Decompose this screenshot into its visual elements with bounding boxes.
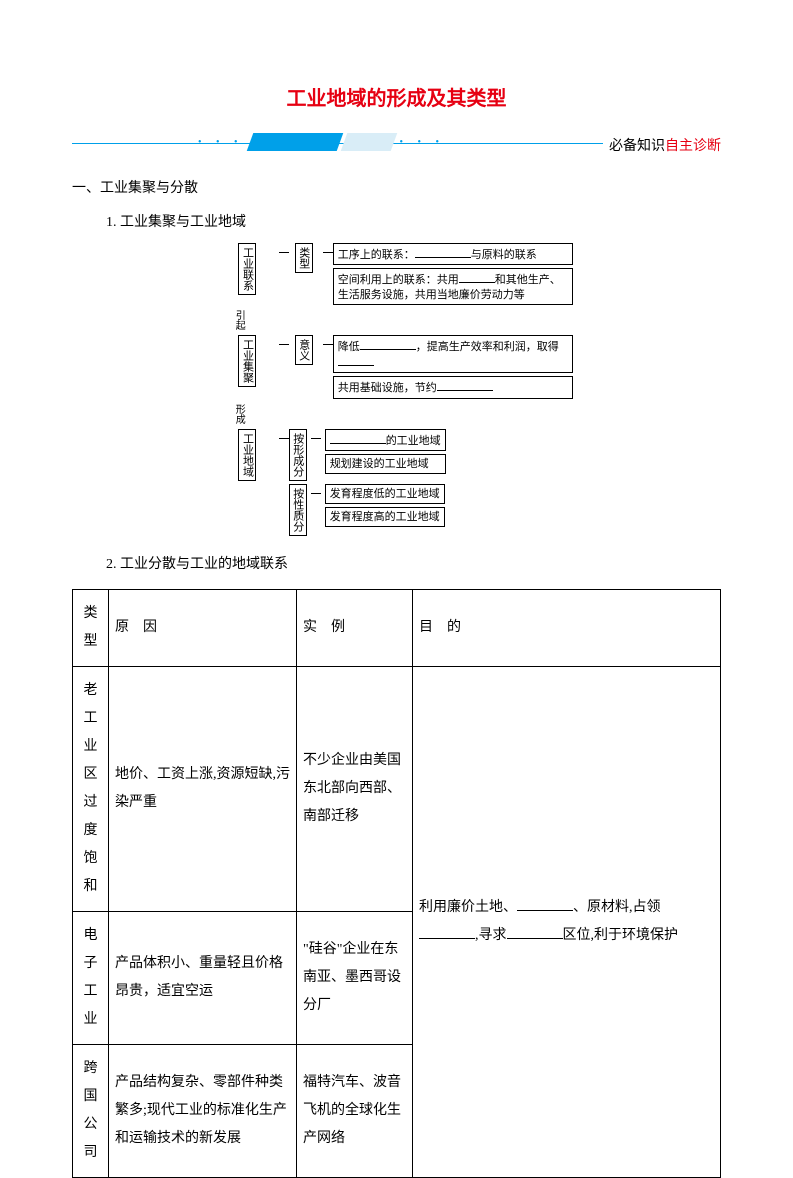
connector xyxy=(279,252,289,253)
th-purpose: 目 的 xyxy=(413,589,721,666)
dots-right: • • • xyxy=(400,137,446,148)
box-process-link: 工序上的联系：与原料的联系 xyxy=(333,243,573,265)
node-type: 类型 xyxy=(295,243,313,273)
table-row: 老工业区过度饱和 地价、工资上涨,资源短缺,污染严重 不少企业由美国东北部向西部… xyxy=(73,666,721,911)
box-region-high: 发育程度高的工业地域 xyxy=(325,507,445,527)
box-reduce-cost: 降低，提高生产效率和利润，取得 xyxy=(333,335,573,374)
cell-type-2: 电子工业 xyxy=(73,911,109,1044)
section-banner: • • • • • • 必备知识自主诊断 xyxy=(72,129,721,159)
th-type: 类型 xyxy=(73,589,109,666)
banner-label-red: 自主诊断 xyxy=(665,139,721,154)
purpose-mid1: 、原材料,占领 xyxy=(573,900,661,915)
cell-example-2: "硅谷"企业在东南亚、墨西哥设分厂 xyxy=(297,911,413,1044)
cell-type-1: 老工业区过度饱和 xyxy=(73,666,109,911)
banner-label: 必备知识自主诊断 xyxy=(603,135,721,155)
cell-purpose: 利用廉价土地、 、原材料,占领 ,寻求 区位,利于环境保护 xyxy=(413,666,721,1177)
dots-left: • • • xyxy=(198,137,244,148)
diagram-container: 工业联系 类型 工序上的联系：与原料的联系 空间利用上的联系：共用和其他生产、生… xyxy=(72,243,721,539)
cell-type-3: 跨国公司 xyxy=(73,1044,109,1177)
box-region-low: 发育程度低的工业地域 xyxy=(325,484,445,504)
cell-reason-3: 产品结构复杂、零部件种类繁多;现代工业的标准化生产和运输技术的新发展 xyxy=(109,1044,297,1177)
purpose-mid2: ,寻求 xyxy=(475,928,507,943)
section-1-sub2: 2. 工业分散与工业的地域联系 xyxy=(106,553,721,573)
connector xyxy=(311,493,321,494)
th-reason: 原 因 xyxy=(109,589,297,666)
cell-example-1: 不少企业由美国东北部向西部、南部迁移 xyxy=(297,666,413,911)
flow-diagram: 工业联系 类型 工序上的联系：与原料的联系 空间利用上的联系：共用和其他生产、生… xyxy=(220,243,573,539)
purpose-pre: 利用廉价土地、 xyxy=(419,900,517,915)
cell-reason-1: 地价、工资上涨,资源短缺,污染严重 xyxy=(109,666,297,911)
node-region: 工业地域 xyxy=(238,429,256,481)
section-1-heading: 一、工业集聚与分散 xyxy=(72,177,721,197)
banner-label-black: 必备知识 xyxy=(609,139,665,154)
purpose-post: 区位,利于环境保护 xyxy=(563,928,679,943)
table-header-row: 类型 原 因 实 例 目 的 xyxy=(73,589,721,666)
arrow-form: 形成 xyxy=(233,404,243,424)
arrow-cause: 引起 xyxy=(233,310,243,330)
connector xyxy=(323,344,333,345)
box-region-blank: 的工业地域 xyxy=(325,429,446,451)
connector xyxy=(323,252,333,253)
th-example: 实 例 xyxy=(297,589,413,666)
connector xyxy=(311,438,321,439)
banner-parallelogram-1 xyxy=(246,133,343,151)
dispersion-table: 类型 原 因 实 例 目 的 老工业区过度饱和 地价、工资上涨,资源短缺,污染严… xyxy=(72,589,721,1178)
cell-reason-2: 产品体积小、重量轻且价格昂贵，适宜空运 xyxy=(109,911,297,1044)
box-share-infra: 共用基础设施，节约 xyxy=(333,376,573,398)
connector xyxy=(279,344,289,345)
node-industry-link: 工业联系 xyxy=(238,243,256,295)
page-title: 工业地域的形成及其类型 xyxy=(72,82,721,111)
box-region-planned: 规划建设的工业地域 xyxy=(325,454,446,474)
connector xyxy=(279,438,289,439)
node-by-nature: 按性质分 xyxy=(289,484,307,536)
node-agglomeration: 工业集聚 xyxy=(238,335,256,387)
node-by-formation: 按形成分 xyxy=(289,429,307,481)
banner-shapes: • • • • • • xyxy=(192,133,451,151)
cell-example-3: 福特汽车、波音飞机的全球化生产网络 xyxy=(297,1044,413,1177)
box-space-link: 空间利用上的联系：共用和其他生产、生活服务设施，共用当地廉价劳动力等 xyxy=(333,268,573,305)
section-1-sub1: 1. 工业集聚与工业地域 xyxy=(106,211,721,231)
banner-parallelogram-2 xyxy=(340,133,397,151)
node-meaning: 意义 xyxy=(295,335,313,365)
